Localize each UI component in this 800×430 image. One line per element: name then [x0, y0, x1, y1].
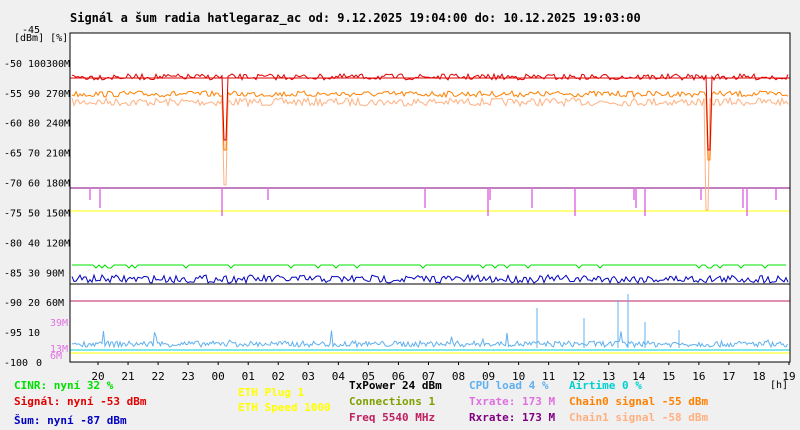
legend-item-7: Freq 5540 MHz	[349, 411, 435, 424]
y-tick-extra-1: 13M	[50, 344, 68, 355]
legend-item-4: ETH Speed 1000	[238, 401, 331, 414]
series-cpu-load	[71, 330, 788, 349]
y-tick-pct-0: 100	[28, 59, 46, 70]
y-tick-dbm-2: -55	[4, 89, 22, 100]
plot-area	[69, 32, 791, 363]
plot-frame	[69, 32, 791, 363]
series-cinr	[72, 264, 786, 269]
x-tick-1: 21	[121, 370, 134, 383]
x-tick-3: 23	[182, 370, 195, 383]
y-tick-extra-2: 6M	[50, 351, 62, 362]
y-tick-dbm-1: -50	[4, 59, 22, 70]
y-tick-dbm-7: -80	[4, 238, 22, 249]
legend-item-12: Chain0 signal -55 dBm	[569, 395, 708, 408]
series-chain1-signal	[71, 96, 789, 211]
legend-item-1: Signál: nyní -53 dBm	[14, 395, 147, 408]
y-tick-pct-8: 20	[28, 298, 40, 309]
y-tick-pct-3: 70	[28, 149, 40, 160]
y-tick-pct-7: 30	[28, 268, 40, 279]
y-tick-dbm-4: -65	[4, 149, 22, 160]
legend-item-8: CPU load 4 %	[469, 379, 549, 392]
y-tick-dbm-11: -100	[4, 358, 28, 369]
x-tick-23: 19	[782, 370, 795, 383]
y-axis-label: [dBm] [%]	[14, 33, 68, 44]
y-tick-rate-8: 60M	[46, 298, 64, 309]
y-tick-dbm-3: -60	[4, 119, 22, 130]
y-tick-dbm-8: -85	[4, 268, 22, 279]
x-tick-19: 15	[662, 370, 675, 383]
legend-item-6: Connections 1	[349, 395, 435, 408]
y-tick-pct-10: 0	[36, 358, 42, 369]
x-tick-2: 22	[151, 370, 164, 383]
y-tick-rate-5: 150M	[46, 208, 70, 219]
y-tick-rate-7: 90M	[46, 268, 64, 279]
x-axis-label: [h]	[770, 380, 788, 391]
y-tick-pct-2: 80	[28, 119, 40, 130]
x-tick-11: 07	[422, 370, 435, 383]
x-tick-22: 18	[752, 370, 765, 383]
legend-item-11: Airtime 0 %	[569, 379, 642, 392]
legend-item-0: CINR: nyní 32 %	[14, 379, 114, 392]
legend: CINR: nyní 32 % Signál: nyní -53 dBm Šum: …	[14, 379, 708, 427]
legend-item-2: Šum: nyní -87 dBm	[14, 414, 127, 427]
x-tick-21: 17	[722, 370, 735, 383]
x-tick-6: 02	[272, 370, 285, 383]
legend-item-5: TxPower 24 dBm	[349, 379, 442, 392]
x-tick-10: 06	[392, 370, 405, 383]
x-tick-16: 12	[572, 370, 585, 383]
x-tick-12: 08	[452, 370, 465, 383]
plot-background	[70, 33, 790, 362]
legend-item-9: Txrate: 173 M	[469, 395, 555, 408]
x-tick-13: 09	[482, 370, 495, 383]
series-chain0-signal	[71, 89, 789, 161]
y-tick-pct-9: 10	[28, 328, 40, 339]
y-tick-pct-4: 60	[28, 179, 40, 190]
x-tick-20: 16	[692, 370, 705, 383]
legend-item-13: Chain1 signal -58 dBm	[569, 411, 708, 424]
x-tick-8: 04	[332, 370, 346, 383]
legend-item-3: ETH Plug 1	[238, 386, 305, 399]
x-tick-7: 03	[302, 370, 315, 383]
x-tick-5: 01	[242, 370, 255, 383]
y-tick-rate-0: 300M	[46, 59, 70, 70]
x-tick-9: 05	[362, 370, 375, 383]
x-tick-18: 14	[632, 370, 646, 383]
y-tick-dbm-9: -90	[4, 298, 22, 309]
x-tick-4: 00	[212, 370, 225, 383]
y-tick-dbm-10: -95	[4, 328, 22, 339]
y-tick-rate-2: 240M	[46, 119, 70, 130]
x-tick-0: 20	[91, 370, 104, 383]
series-signal	[71, 72, 789, 151]
y-tick-dbm-6: -75	[4, 208, 22, 219]
y-tick-pct-5: 50	[28, 208, 40, 219]
y-tick-dbm-5: -70	[4, 179, 22, 190]
x-tick-14: 10	[512, 370, 525, 383]
legend-item-10: Rxrate: 173 M	[469, 411, 555, 424]
y-tick-extra-0: 39M	[50, 318, 68, 329]
y-tick-rate-3: 210M	[46, 149, 70, 160]
y-tick-pct-6: 40	[28, 238, 40, 249]
y-tick-dbm-0: -45	[22, 25, 40, 36]
series-noise	[71, 273, 789, 285]
y-tick-pct-1: 90	[28, 89, 40, 100]
y-tick-rate-1: 270M	[46, 89, 70, 100]
axis-ticks: -45-50-55-60-65-70-75-80-85-90-95-100100…	[4, 25, 796, 383]
x-tick-15: 11	[542, 370, 555, 383]
y-tick-rate-4: 180M	[46, 179, 70, 190]
chart-title: Signál a šum radia hatlegaraz_ac od: 9.1…	[70, 11, 641, 26]
x-tick-17: 13	[602, 370, 615, 383]
y-tick-rate-6: 120M	[46, 238, 70, 249]
